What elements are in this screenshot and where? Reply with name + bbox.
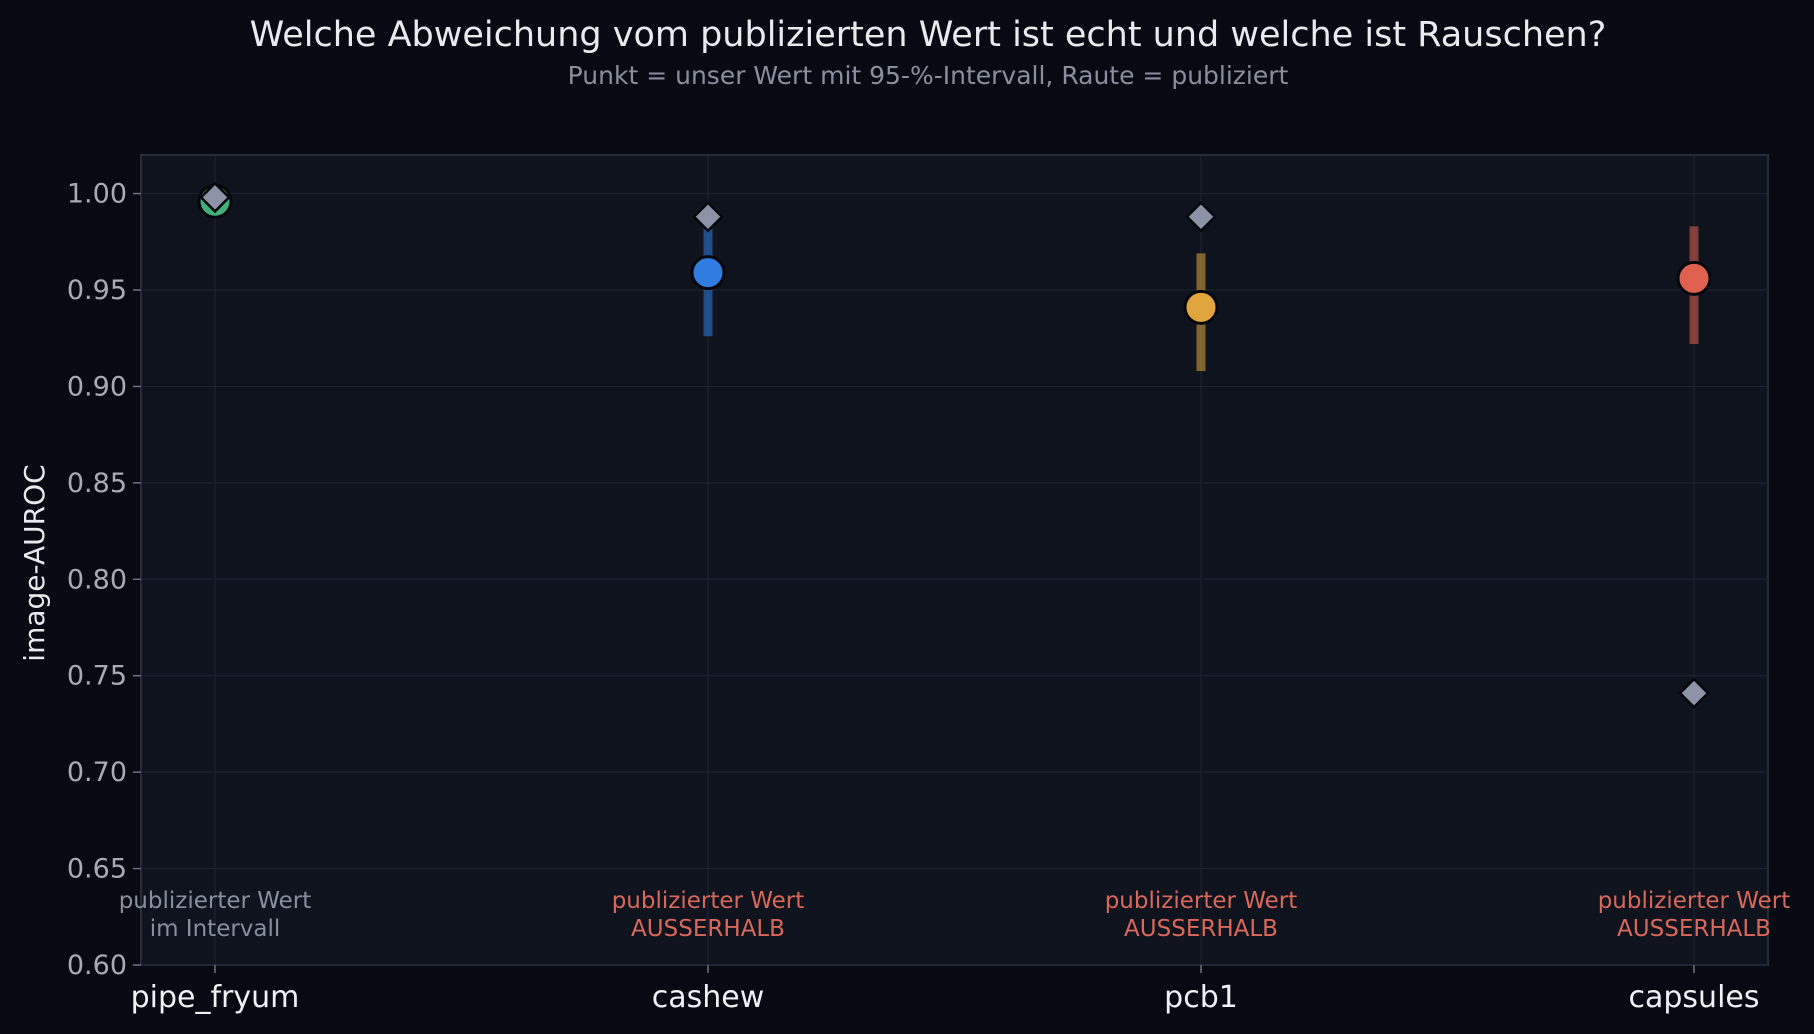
y-tick-label: 0.95: [67, 275, 127, 306]
annotation-capsules: publizierter Wert: [1598, 888, 1791, 914]
our-value-point-capsules: [1676, 260, 1712, 296]
published-marker-cashew: [692, 200, 724, 233]
annotation-pcb1: publizierter Wert: [1105, 888, 1298, 914]
y-tick-label: 0.85: [67, 468, 127, 499]
annotation-cashew: AUSSERHALB: [631, 916, 785, 942]
x-tick-label-pipe_fryum: pipe_fryum: [131, 980, 300, 1015]
plot-area: [140, 154, 1769, 966]
annotation-cashew: publizierter Wert: [612, 888, 805, 914]
x-tick-label-pcb1: pcb1: [1164, 980, 1238, 1015]
our-value-point-cashew: [690, 255, 726, 291]
annotation-pipe_fryum: publizierter Wert: [119, 888, 312, 914]
y-axis-label: image-AUROC: [18, 464, 51, 661]
annotation-pipe_fryum: im Intervall: [150, 916, 281, 942]
y-tick-label: 0.60: [67, 950, 127, 981]
annotation-capsules: AUSSERHALB: [1617, 916, 1771, 942]
y-tick-label: 0.65: [67, 854, 127, 885]
x-axis: pipe_fryum cashew pcb1 capsules: [131, 965, 1760, 1015]
our-value-point-pcb1: [1183, 289, 1219, 325]
chart-subtitle: Punkt = unser Wert mit 95-%-Intervall, R…: [568, 61, 1289, 90]
y-tick-label: 0.70: [67, 757, 127, 788]
published-marker-pcb1: [1185, 200, 1217, 233]
x-tick-label-capsules: capsules: [1629, 980, 1760, 1015]
x-tick-label-cashew: cashew: [652, 980, 765, 1015]
published-marker-capsules: [1678, 677, 1710, 709]
y-tick-label: 0.75: [67, 661, 127, 692]
y-tick-label: 0.90: [67, 371, 127, 402]
y-tick-label: 0.80: [67, 564, 127, 595]
published-marker-pipe_fryum: [199, 181, 231, 214]
y-axis: 0.60 0.65 0.70 0.75 0.80 0.85 0.90 0.95 1.00: [67, 179, 141, 981]
chart-title: Welche Abweichung vom publizierten Wert …: [250, 15, 1607, 55]
data-marks: [197, 181, 1712, 709]
y-tick-label: 1.00: [67, 179, 127, 210]
annotation-pcb1: AUSSERHALB: [1124, 916, 1278, 942]
